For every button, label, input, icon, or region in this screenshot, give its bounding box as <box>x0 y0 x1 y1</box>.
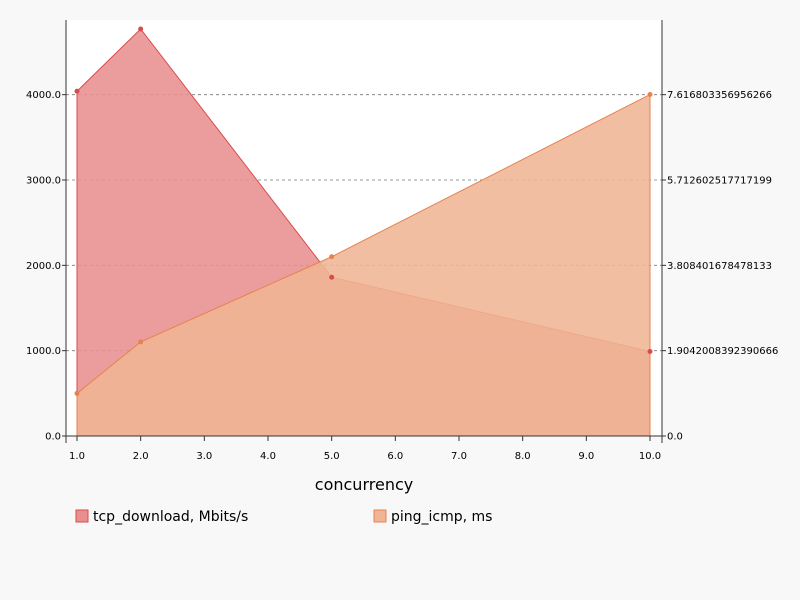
legend-label: ping_icmp, ms <box>391 509 492 525</box>
data-point-1 <box>74 88 80 94</box>
data-point-1 <box>329 274 335 280</box>
x-tick-label: 8.0 <box>515 451 531 462</box>
y-left-tick-label: 1000.0 <box>26 346 61 357</box>
y-right-ticks: 0.0 1.9042008392390666 3.808401678478133 5.… <box>662 90 778 443</box>
legend-label: tcp_download, Mbits/s <box>93 509 248 525</box>
y-right-tick-label: 5.712602517717199 <box>667 176 772 187</box>
y-right-tick-label: 0.0 <box>667 432 683 443</box>
x-tick-label: 4.0 <box>260 451 276 462</box>
x-tick-label: 6.0 <box>387 451 403 462</box>
data-point-1 <box>138 26 144 32</box>
axes <box>65 20 663 443</box>
y-left-tick-label: 3000.0 <box>26 176 61 187</box>
x-ticks: 1.0 2.0 3.0 4.0 5.0 6.0 7.0 8.0 9.0 10.0 <box>69 436 661 462</box>
x-tick-label: 9.0 <box>578 451 594 462</box>
x-axis-label: concurrency <box>315 475 413 494</box>
data-point-2 <box>74 390 80 396</box>
x-tick-label: 7.0 <box>451 451 467 462</box>
x-tick-label: 10.0 <box>639 451 661 462</box>
x-tick-label: 2.0 <box>133 451 149 462</box>
x-tick-label: 1.0 <box>69 451 85 462</box>
legend: tcp_download, Mbits/s ping_icmp, ms <box>75 509 492 525</box>
y-left-tick-label: 2000.0 <box>26 261 61 272</box>
x-tick-label: 5.0 <box>324 451 340 462</box>
data-point-2 <box>329 254 335 260</box>
x-tick-label: 3.0 <box>196 451 212 462</box>
data-point-2 <box>138 339 144 345</box>
y-right-tick-label: 3.808401678478133 <box>667 261 772 272</box>
legend-swatch <box>75 509 89 523</box>
y-left-tick-label: 0.0 <box>45 432 61 443</box>
data-point-1 <box>647 349 653 355</box>
y-right-tick-label: 1.9042008392390666 <box>667 346 778 357</box>
y-left-ticks: 0.0 1000.0 2000.0 3000.0 4000.0 <box>26 90 66 443</box>
legend-swatch <box>373 509 387 523</box>
series-markers <box>74 26 653 396</box>
data-point-2 <box>647 92 653 98</box>
y-right-tick-label: 7.616803356956266 <box>667 90 772 101</box>
y-left-tick-label: 4000.0 <box>26 90 61 101</box>
